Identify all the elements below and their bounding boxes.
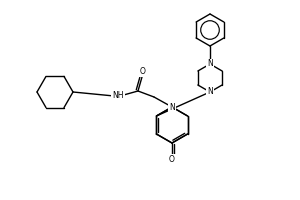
Text: O: O (169, 154, 175, 164)
Text: N: N (207, 88, 213, 97)
Text: N: N (169, 102, 175, 112)
Text: NH: NH (112, 92, 124, 100)
Text: N: N (207, 60, 213, 68)
Text: O: O (140, 68, 146, 76)
